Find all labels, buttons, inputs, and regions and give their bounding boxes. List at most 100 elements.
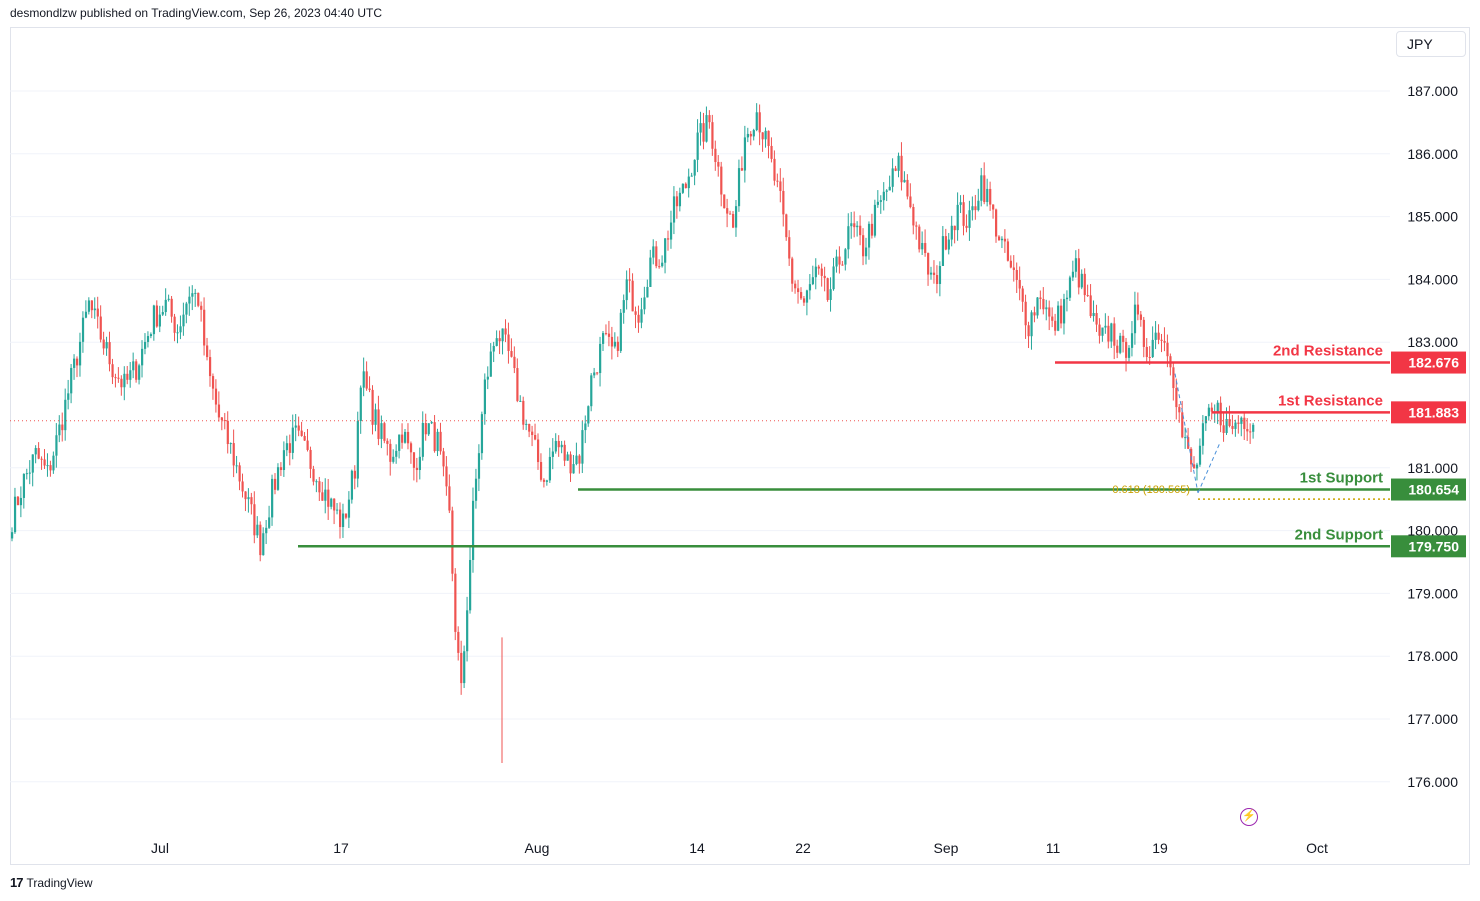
candle-body [1057, 305, 1060, 331]
candle-body [519, 400, 522, 402]
candle-body [788, 237, 791, 259]
candle-body [802, 298, 806, 303]
candle-body [1083, 273, 1086, 296]
candle-body [805, 290, 809, 303]
x-tick-label: Oct [1306, 840, 1328, 856]
y-tick-label: 184.000 [1407, 271, 1458, 287]
candle-body [693, 159, 696, 176]
lightning-bolt-icon[interactable]: ⚡ [1240, 808, 1258, 826]
y-tick-label: 180.000 [1407, 523, 1458, 539]
candle-body [466, 610, 469, 652]
candle-body [469, 559, 472, 611]
candle-body [445, 466, 448, 487]
candle-body [1030, 312, 1033, 337]
y-tick-label: 186.000 [1407, 146, 1458, 162]
candle-body [1231, 425, 1234, 429]
candle-body [362, 371, 365, 388]
candle-body [214, 388, 218, 405]
candle-body [814, 266, 817, 278]
level-name: 2nd Support [1295, 526, 1383, 543]
candle-body [206, 345, 209, 358]
candle-body [773, 158, 776, 181]
candle-body [557, 440, 560, 448]
candle-body [593, 372, 596, 376]
candle-body [930, 272, 933, 275]
candle-body [1151, 339, 1154, 358]
candle-body [1130, 333, 1134, 348]
candle-body [776, 180, 779, 182]
level-name: 1st Resistance [1278, 392, 1383, 409]
candle-body [823, 275, 826, 279]
candle-body [862, 235, 865, 257]
candle-body [374, 409, 377, 425]
candle-body [675, 196, 679, 207]
candle-body [439, 431, 442, 452]
x-tick-label: 14 [689, 840, 705, 856]
candle-body [501, 328, 504, 342]
candle-body [607, 333, 611, 337]
candle-body [829, 289, 832, 300]
candle-body [433, 422, 436, 452]
candle-body [947, 239, 950, 250]
candle-body [667, 238, 670, 240]
candle-body [838, 256, 841, 265]
candle-body [1071, 271, 1075, 278]
tradingview-logo[interactable]: 17 TradingView [10, 875, 93, 890]
candle-body [303, 435, 306, 441]
y-tick-label: 178.000 [1407, 648, 1458, 664]
candle-body [847, 226, 850, 250]
candle-body [859, 225, 862, 236]
candle-body [980, 175, 983, 201]
candle-body [1065, 297, 1069, 300]
candle-body [986, 188, 989, 203]
candle-body [944, 236, 947, 250]
candle-body [726, 208, 729, 214]
candle-body [932, 272, 936, 276]
candle-body [513, 356, 516, 369]
level-price-label: 182.676 [1408, 355, 1459, 371]
candle-body [628, 279, 631, 281]
candle-body [791, 258, 794, 284]
candle-body [510, 351, 513, 357]
candle-body [1172, 367, 1175, 389]
candle-body [613, 341, 617, 347]
candle-body [1015, 269, 1018, 280]
candle-body [664, 238, 667, 263]
candle-body [141, 348, 144, 366]
candle-body [1122, 335, 1125, 342]
candle-body [49, 465, 52, 471]
candle-body [746, 133, 749, 138]
candle-body [891, 168, 894, 187]
candle-body [179, 326, 182, 333]
candle-body [67, 393, 70, 400]
candle-body [158, 314, 161, 327]
candle-body [720, 166, 723, 195]
candle-body [708, 115, 711, 123]
currency-label[interactable]: JPY [1396, 31, 1466, 57]
candle-body [58, 424, 61, 436]
candle-body [333, 498, 336, 511]
candle-body [279, 467, 283, 471]
candle-body [492, 345, 495, 352]
candle-body [974, 206, 977, 211]
candle-body [906, 179, 909, 197]
candle-body [941, 236, 945, 266]
candle-body [359, 387, 362, 422]
candle-body [409, 443, 413, 453]
candle-body [610, 336, 614, 347]
candle-body [188, 296, 191, 304]
candle-body [149, 334, 153, 337]
candle-body [1136, 304, 1140, 315]
candle-body [341, 513, 345, 528]
candle-body [652, 246, 655, 258]
candle-body [321, 492, 324, 501]
candle-body [622, 300, 625, 313]
level-price-label: 181.883 [1408, 404, 1459, 420]
candle-body [894, 168, 897, 171]
x-tick-label: 19 [1152, 840, 1168, 856]
candle-body [1198, 445, 1202, 465]
candle-body [247, 497, 250, 500]
candle-body [1184, 437, 1187, 439]
candle-body [669, 222, 673, 240]
